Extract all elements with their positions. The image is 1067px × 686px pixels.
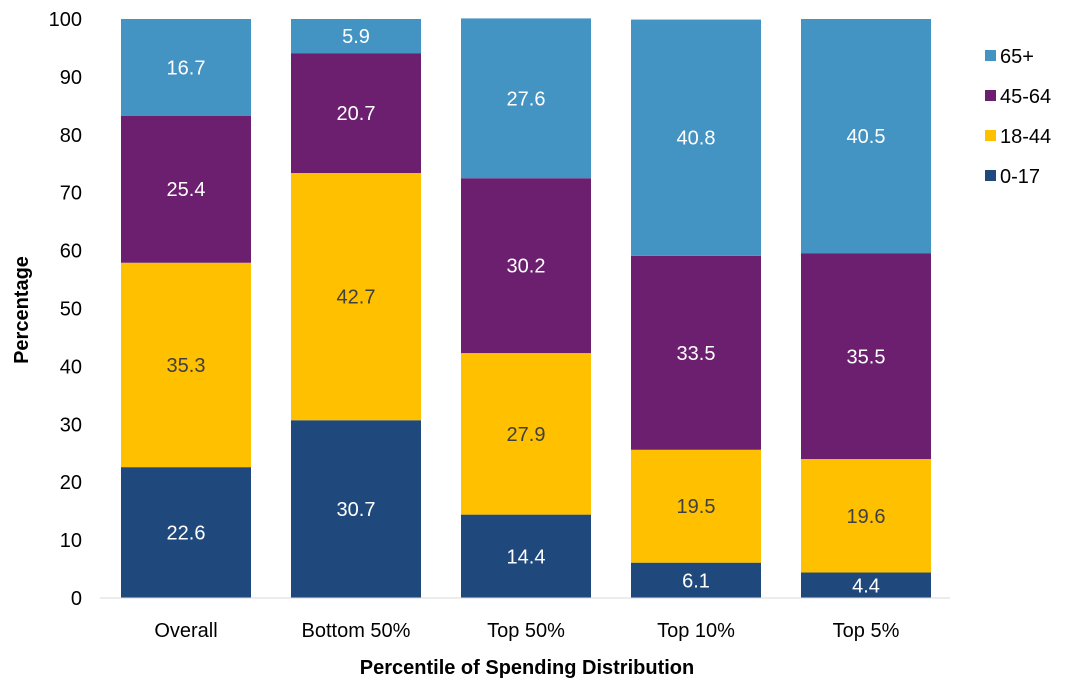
bar-segment — [801, 253, 931, 460]
y-tick-label: 40 — [60, 356, 82, 378]
bar-segment — [121, 19, 251, 116]
x-tick-label: Overall — [154, 620, 217, 642]
x-tick-label: Top 5% — [833, 620, 900, 642]
y-tick-label: 80 — [60, 125, 82, 147]
y-tick-label: 60 — [60, 241, 82, 263]
bar-segment — [801, 459, 931, 573]
bar-segment — [121, 262, 251, 468]
data-label: 19.5 — [677, 496, 716, 518]
legend-swatch — [985, 90, 996, 101]
bar-segment — [121, 115, 251, 263]
data-label: 30.2 — [507, 256, 546, 278]
legend-item: 18-44 — [985, 126, 1051, 148]
data-label: 35.3 — [167, 355, 206, 377]
bar-stack: 22.6 35.3 25.4 16.7 — [121, 19, 251, 598]
y-tick-label: 50 — [60, 299, 82, 321]
data-label: 25.4 — [167, 179, 206, 201]
bar-stack: 14.4 27.9 30.2 27.6 — [461, 18, 591, 598]
y-tick-label: 90 — [60, 67, 82, 89]
bar-segment — [631, 562, 761, 598]
x-axis-title: Percentile of Spending Distribution — [360, 657, 694, 679]
data-label: 40.8 — [677, 128, 716, 150]
data-label: 14.4 — [507, 546, 546, 568]
y-axis-title: Percentage — [11, 256, 33, 364]
legend-item: 65+ — [985, 46, 1034, 68]
bar-segment — [631, 255, 761, 450]
bar-segment — [291, 19, 421, 54]
y-axis: 0 10 20 30 40 50 60 70 80 90 100 — [49, 9, 82, 610]
bar-segment — [291, 173, 421, 421]
y-tick-label: 30 — [60, 414, 82, 436]
bar-segment — [291, 53, 421, 174]
data-label: 35.5 — [847, 346, 886, 368]
bar-segment — [291, 420, 421, 598]
legend: 65+ 45-64 18-44 0-17 — [985, 46, 1051, 188]
data-label: 6.1 — [682, 570, 710, 592]
bar-segment — [461, 178, 591, 354]
data-label: 27.9 — [507, 424, 546, 446]
bars: 22.6 35.3 25.4 16.7 30.7 42.7 20.7 5.9 14.4 27.9 3… — [121, 18, 931, 598]
y-tick-label: 70 — [60, 183, 82, 205]
x-tick-label: Top 50% — [487, 620, 565, 642]
x-tick-label: Top 10% — [657, 620, 735, 642]
y-tick-label: 0 — [71, 588, 82, 610]
bar-segment — [461, 514, 591, 598]
data-label: 40.5 — [847, 126, 886, 148]
y-tick-label: 100 — [49, 9, 82, 31]
x-tick-label: Bottom 50% — [302, 620, 411, 642]
data-label: 20.7 — [337, 103, 376, 125]
legend-item: 0-17 — [985, 166, 1040, 188]
data-label: 27.6 — [507, 88, 546, 110]
bar-segment — [631, 449, 761, 563]
y-tick-label: 20 — [60, 472, 82, 494]
bar-segment — [461, 353, 591, 515]
legend-swatch — [985, 50, 996, 61]
data-label: 42.7 — [337, 287, 376, 309]
bar-stack: 6.1 19.5 33.5 40.8 — [631, 19, 761, 598]
data-label: 22.6 — [167, 523, 206, 545]
data-label: 30.7 — [337, 499, 376, 521]
bar-stack: 30.7 42.7 20.7 5.9 — [291, 19, 421, 598]
bar-segment — [801, 19, 931, 254]
data-label: 33.5 — [677, 343, 716, 365]
data-label: 19.6 — [847, 506, 886, 528]
legend-label: 65+ — [1000, 46, 1034, 68]
y-tick-label: 10 — [60, 530, 82, 552]
legend-swatch — [985, 130, 996, 141]
data-label: 5.9 — [342, 26, 370, 48]
x-axis: Overall Bottom 50% Top 50% Top 10% Top 5% — [100, 597, 950, 642]
legend-label: 0-17 — [1000, 166, 1040, 188]
legend-swatch — [985, 170, 996, 181]
legend-item: 45-64 — [985, 86, 1051, 108]
bar-segment — [801, 572, 931, 598]
bar-segment — [631, 19, 761, 256]
data-label: 4.4 — [852, 575, 880, 597]
legend-label: 45-64 — [1000, 86, 1051, 108]
bar-stack: 4.4 19.6 35.5 40.5 — [801, 19, 931, 598]
bar-segment — [461, 18, 591, 179]
data-label: 16.7 — [167, 57, 206, 79]
bar-segment — [121, 467, 251, 598]
legend-label: 18-44 — [1000, 126, 1051, 148]
